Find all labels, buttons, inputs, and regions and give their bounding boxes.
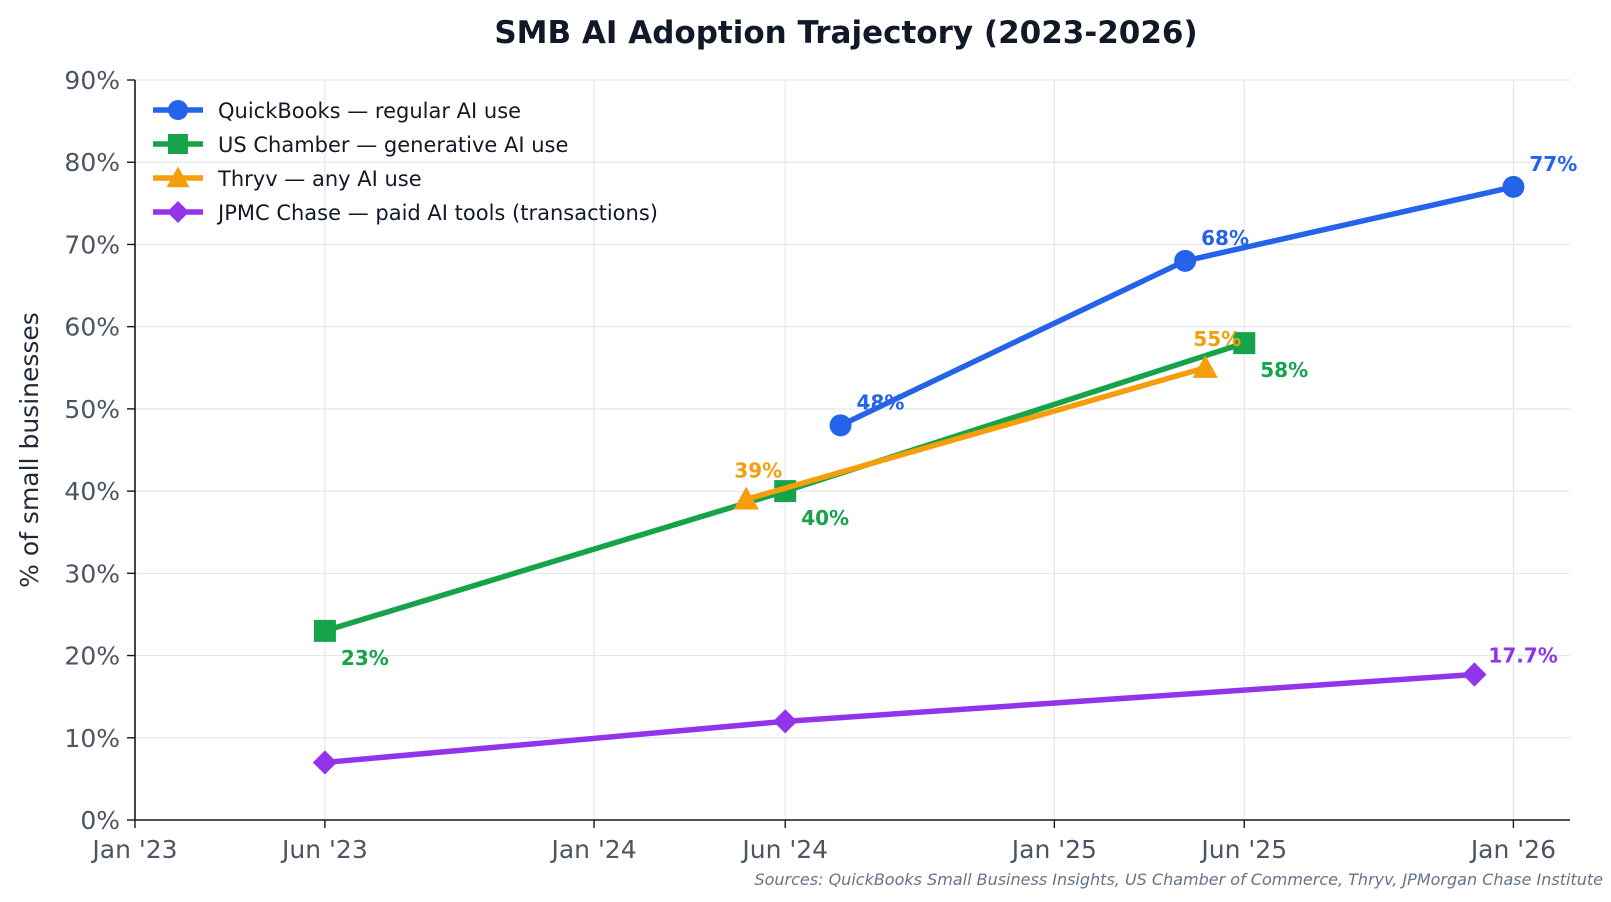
data-label-layer: 17.7% 23% 40% 58% 39% 55% 48% 68% 77% [341,152,1577,670]
y-tick-label: 0% [80,806,120,835]
series-line [837,184,1517,429]
data-point-marker [1502,175,1525,198]
data-point-marker [1174,249,1197,272]
axes-layer: 0% 10% 20% 30% 40% 50% 60% 70% 80% 90% Jan '23 Jun … [64,66,1570,864]
y-axis-title: % of small businesses [15,312,44,588]
data-point-marker [1192,355,1218,378]
y-tick-label: 30% [64,559,120,588]
legend-label: QuickBooks — regular AI use [218,99,521,123]
data-label: 68% [1201,226,1249,250]
legend-item: QuickBooks — regular AI use [153,99,521,123]
x-tick-label: Jan '26 [1469,835,1556,864]
legend-marker [166,166,190,188]
data-label: 77% [1529,152,1577,176]
series-3 [312,662,1487,775]
data-label: 48% [857,390,905,414]
y-tick-label: 90% [64,66,120,95]
data-label: 39% [734,458,782,482]
data-label: 40% [801,506,849,530]
legend-marker [168,134,188,154]
legend-label: Thryv — any AI use [217,167,422,191]
legend-item: US Chamber — generative AI use [153,133,568,157]
source-note: Sources: QuickBooks Small Business Insig… [754,870,1603,889]
data-label: 23% [341,646,389,670]
data-point-marker [1233,332,1256,355]
y-tick-label: 70% [64,230,120,259]
y-tick-label: 20% [64,642,120,671]
x-tick-label: Jan '24 [549,835,636,864]
legend-item: JPMC Chase — paid AI tools (transactions… [153,201,658,225]
data-label: 17.7% [1488,643,1557,667]
x-tick-label: Jun '25 [1199,835,1287,864]
series-line [743,365,1209,503]
x-tick-label: Jan '23 [90,835,177,864]
legend-marker [167,201,189,223]
y-tick-label: 10% [64,724,120,753]
data-point-marker [313,619,336,642]
data-point-marker [733,486,759,510]
series-0 [829,175,1525,437]
series-2 [733,355,1218,510]
y-tick-label: 50% [64,395,120,424]
legend-item: Thryv — any AI use [153,166,422,191]
data-point-marker [1462,662,1487,687]
data-point-marker [312,750,338,775]
y-tick-label: 40% [64,477,120,506]
legend: QuickBooks — regular AI use US Chamber — … [153,99,658,225]
legend-label: JPMC Chase — paid AI tools (transactions… [216,201,658,225]
x-tick-label: Jan '25 [1010,835,1097,864]
series-1 [313,332,1256,642]
legend-marker [168,100,188,120]
series-line [322,671,1478,766]
data-label: 58% [1260,358,1308,382]
y-tick-label: 60% [64,313,120,342]
data-point-marker [829,414,852,437]
grid-layer [135,79,1570,820]
series-layer [312,175,1525,775]
data-point-marker [773,709,798,734]
data-label: 55% [1193,327,1241,351]
y-tick-label: 80% [64,148,120,177]
chart-title: SMB AI Adoption Trajectory (2023-2026) [494,15,1197,51]
legend-label: US Chamber — generative AI use [218,133,568,157]
x-tick-label: Jun '24 [740,835,828,864]
x-tick-label: Jun '23 [280,835,368,864]
